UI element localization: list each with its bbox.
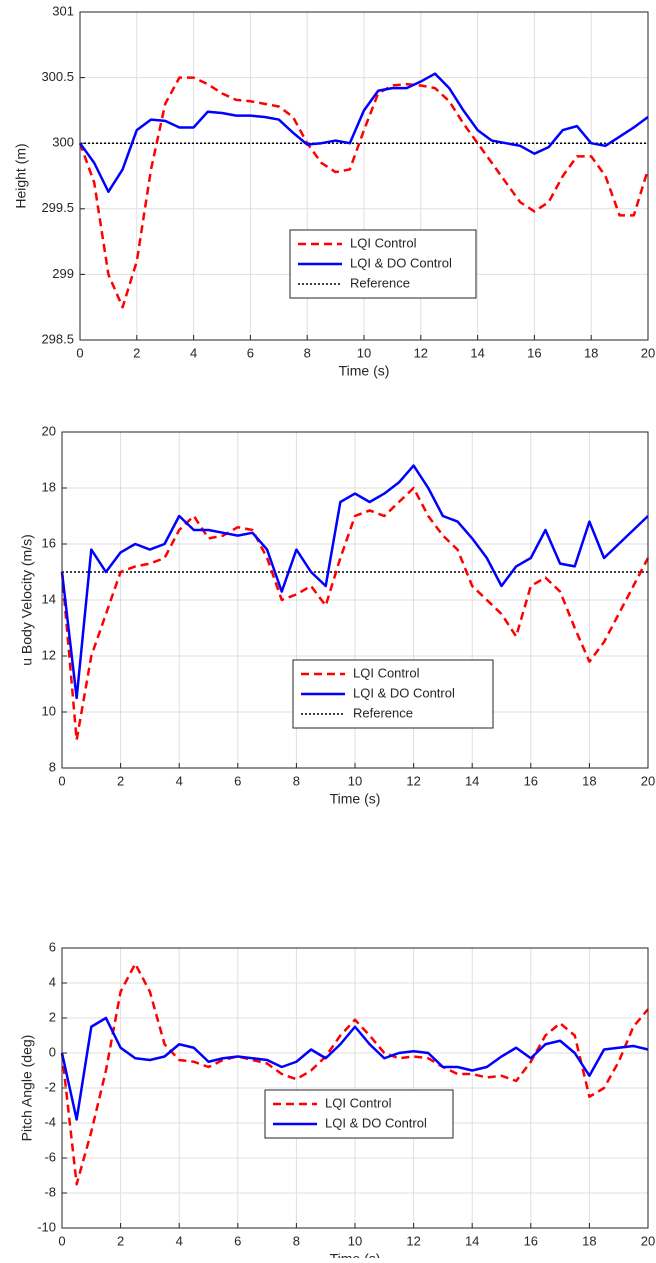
y-tick-label: 20 bbox=[42, 423, 56, 438]
y-tick-label: 0 bbox=[49, 1044, 56, 1059]
x-tick-label: 4 bbox=[190, 345, 197, 360]
x-tick-label: 18 bbox=[582, 773, 596, 788]
x-tick-label: 8 bbox=[293, 1233, 300, 1248]
legend-label: LQI & DO Control bbox=[325, 1115, 427, 1130]
y-tick-label: 12 bbox=[42, 647, 56, 662]
x-tick-label: 0 bbox=[58, 1233, 65, 1248]
x-tick-label: 4 bbox=[176, 1233, 183, 1248]
x-axis-label: Time (s) bbox=[339, 363, 390, 379]
x-tick-label: 10 bbox=[348, 1233, 362, 1248]
x-tick-label: 6 bbox=[247, 345, 254, 360]
x-tick-label: 4 bbox=[176, 773, 183, 788]
legend-label: LQI & DO Control bbox=[353, 685, 455, 700]
legend: LQI Control LQI & DO Control Reference bbox=[292, 659, 494, 729]
x-tick-label: 20 bbox=[641, 345, 655, 360]
series-line bbox=[78, 72, 649, 193]
x-tick-label: 14 bbox=[465, 1233, 479, 1248]
x-axis-label: Time (s) bbox=[330, 1251, 381, 1258]
y-tick-label: -6 bbox=[44, 1149, 56, 1164]
y-tick-label: -2 bbox=[44, 1079, 56, 1094]
y-tick-label: -8 bbox=[44, 1184, 56, 1199]
x-tick-label: 2 bbox=[117, 773, 124, 788]
x-tick-label: 18 bbox=[584, 345, 598, 360]
y-tick-label: 300.5 bbox=[41, 69, 74, 84]
legend: LQI Control LQI & DO Control Reference bbox=[289, 229, 477, 299]
y-tick-label: 14 bbox=[42, 591, 56, 606]
y-tick-label: -4 bbox=[44, 1114, 56, 1129]
legend: LQI Control LQI & DO Control bbox=[264, 1089, 454, 1139]
x-tick-label: 2 bbox=[117, 1233, 124, 1248]
x-tick-label: 8 bbox=[293, 773, 300, 788]
legend-label: Reference bbox=[350, 275, 410, 290]
x-tick-label: 16 bbox=[524, 773, 538, 788]
series-line bbox=[60, 1016, 649, 1121]
legend-label: Reference bbox=[353, 705, 413, 720]
y-axis-label: u Body Velocity (m/s) bbox=[19, 534, 35, 666]
y-tick-label: 299 bbox=[52, 266, 74, 281]
x-tick-label: 6 bbox=[234, 1233, 241, 1248]
legend-box bbox=[264, 1089, 454, 1139]
axes-frame bbox=[61, 947, 649, 1229]
series-line bbox=[60, 464, 649, 700]
x-tick-label: 16 bbox=[524, 1233, 538, 1248]
series-line bbox=[60, 486, 650, 742]
axes-frame bbox=[79, 11, 649, 341]
x-tick-label: 6 bbox=[234, 773, 241, 788]
x-tick-label: 12 bbox=[414, 345, 428, 360]
x-tick-label: 14 bbox=[465, 773, 479, 788]
y-tick-label: 299.5 bbox=[41, 200, 74, 215]
x-tick-label: 20 bbox=[641, 1233, 655, 1248]
y-tick-label: 16 bbox=[42, 535, 56, 550]
y-tick-label: 2 bbox=[49, 1009, 56, 1024]
plot: 0 2 4 6 8 10 12 14 16 18 20 298.5 299 299.5 300 300.5 30… bbox=[13, 3, 656, 378]
plot: 0 2 4 6 8 10 12 14 16 18 20 -10 -8 -6 -4 -2 0 2 4 6 Time (s)… bbox=[19, 939, 656, 1263]
plot: 0 2 4 6 8 10 12 14 16 18 20 8 10 12 14 16 18 20 Time (s) u … bbox=[19, 423, 656, 806]
legend-label: LQI Control bbox=[325, 1095, 392, 1110]
legend-label: LQI Control bbox=[353, 665, 420, 680]
x-tick-label: 12 bbox=[406, 1233, 420, 1248]
series-line bbox=[60, 962, 649, 1186]
x-tick-label: 20 bbox=[641, 773, 655, 788]
x-tick-label: 8 bbox=[304, 345, 311, 360]
y-tick-label: 6 bbox=[49, 939, 56, 954]
x-tick-label: 0 bbox=[58, 773, 65, 788]
y-tick-label: 10 bbox=[42, 703, 56, 718]
y-tick-label: 8 bbox=[49, 759, 56, 774]
y-tick-label: 300 bbox=[52, 135, 74, 150]
y-tick-label: -10 bbox=[37, 1219, 56, 1234]
x-tick-label: 18 bbox=[582, 1233, 596, 1248]
x-tick-label: 16 bbox=[527, 345, 541, 360]
y-tick-label: 298.5 bbox=[41, 331, 74, 346]
x-tick-label: 10 bbox=[357, 345, 371, 360]
y-tick-label: 301 bbox=[52, 3, 74, 18]
legend-label: LQI Control bbox=[350, 235, 417, 250]
x-tick-label: 2 bbox=[133, 345, 140, 360]
x-axis-label: Time (s) bbox=[330, 791, 381, 807]
y-axis-label: Pitch Angle (deg) bbox=[19, 1035, 35, 1142]
y-axis-label: Height (m) bbox=[13, 143, 29, 208]
x-tick-label: 0 bbox=[76, 345, 83, 360]
y-tick-label: 18 bbox=[42, 479, 56, 494]
legend-label: LQI & DO Control bbox=[350, 255, 452, 270]
axes-frame bbox=[61, 431, 649, 769]
y-tick-label: 4 bbox=[49, 974, 56, 989]
x-tick-label: 10 bbox=[348, 773, 362, 788]
x-tick-label: 12 bbox=[406, 773, 420, 788]
x-tick-label: 14 bbox=[470, 345, 484, 360]
